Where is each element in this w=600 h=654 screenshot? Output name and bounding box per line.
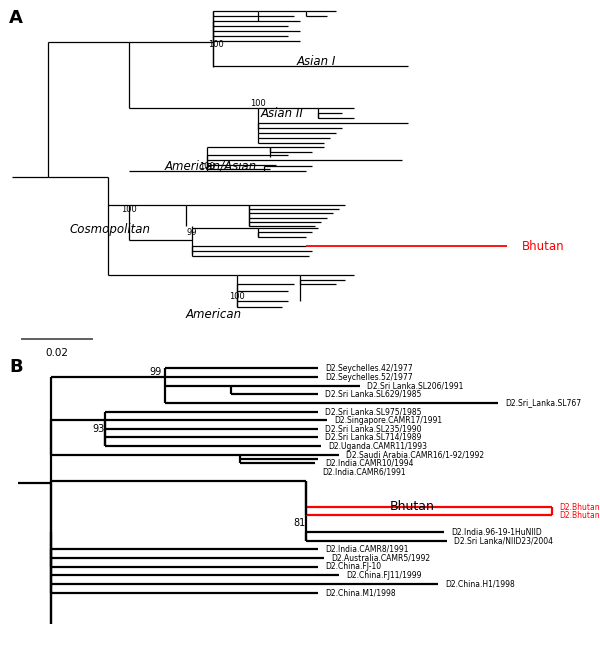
Text: D2.India.CAMR10/1994: D2.India.CAMR10/1994 [325,458,414,468]
Text: B: B [9,358,23,375]
Text: 93: 93 [93,424,105,434]
Text: D2.Bhutan.SV0723/2007: D2.Bhutan.SV0723/2007 [559,502,600,511]
Text: 99: 99 [150,368,162,377]
Text: D2.China.M1/1998: D2.China.M1/1998 [325,588,396,597]
Text: D2.India.96-19-1HuNIID: D2.India.96-19-1HuNIID [451,528,542,537]
Text: D2.China.FJ-10: D2.China.FJ-10 [325,562,382,571]
Text: Bhutan: Bhutan [522,239,565,252]
Text: Bhutan: Bhutan [390,500,435,513]
Text: D2.Bhutan.SV0755/2007: D2.Bhutan.SV0755/2007 [559,511,600,519]
Text: D2.Seychelles.42/1977: D2.Seychelles.42/1977 [325,364,413,373]
Text: D2.Sri_Lanka.SL767: D2.Sri_Lanka.SL767 [505,398,581,407]
Text: 100: 100 [250,99,266,108]
Text: Cosmopolitan: Cosmopolitan [69,223,150,236]
Text: A: A [9,9,23,27]
Text: 0.02: 0.02 [46,348,68,358]
Text: 100: 100 [121,205,137,215]
Text: D2.Saudi Arabia.CAMR16/1-92/1992: D2.Saudi Arabia.CAMR16/1-92/1992 [346,451,484,459]
Text: D2.Singapore.CAMR17/1991: D2.Singapore.CAMR17/1991 [334,416,442,424]
Text: D2.Sri Lanka.SL235/1990: D2.Sri Lanka.SL235/1990 [325,424,422,434]
Text: D2.Sri Lanka.SL629/1985: D2.Sri Lanka.SL629/1985 [325,390,422,399]
Text: D2.India.CAMR6/1991: D2.India.CAMR6/1991 [322,468,406,477]
Text: D2.Sri Lanka.SL714/1989: D2.Sri Lanka.SL714/1989 [325,433,422,442]
Text: D2.Sri Lanka.SL206/1991: D2.Sri Lanka.SL206/1991 [367,381,464,390]
Text: D2.China.H1/1998: D2.China.H1/1998 [445,579,515,589]
Text: D2.Australia.CAMR5/1992: D2.Australia.CAMR5/1992 [331,553,430,562]
Text: American/Asian: American/Asian [165,160,257,173]
Text: 100: 100 [229,292,245,301]
Text: 81: 81 [294,518,306,528]
Text: 100: 100 [208,40,224,49]
Text: D2.China.FJ11/1999: D2.China.FJ11/1999 [346,571,422,579]
Text: D2.Sri Lanka.SL975/1985: D2.Sri Lanka.SL975/1985 [325,407,422,416]
Text: 100: 100 [199,162,215,171]
Text: 99: 99 [187,228,197,237]
Text: Asian I: Asian I [297,56,337,68]
Text: D2.Uganda.CAMR11/1993: D2.Uganda.CAMR11/1993 [328,441,427,451]
Text: D2.India.CAMR8/1991: D2.India.CAMR8/1991 [325,545,409,554]
Text: D2.Seychelles.52/1977: D2.Seychelles.52/1977 [325,373,413,382]
Text: Asian II: Asian II [261,107,304,120]
Text: American: American [186,308,242,321]
Text: D2.Sri Lanka/NIID23/2004: D2.Sri Lanka/NIID23/2004 [454,536,553,545]
